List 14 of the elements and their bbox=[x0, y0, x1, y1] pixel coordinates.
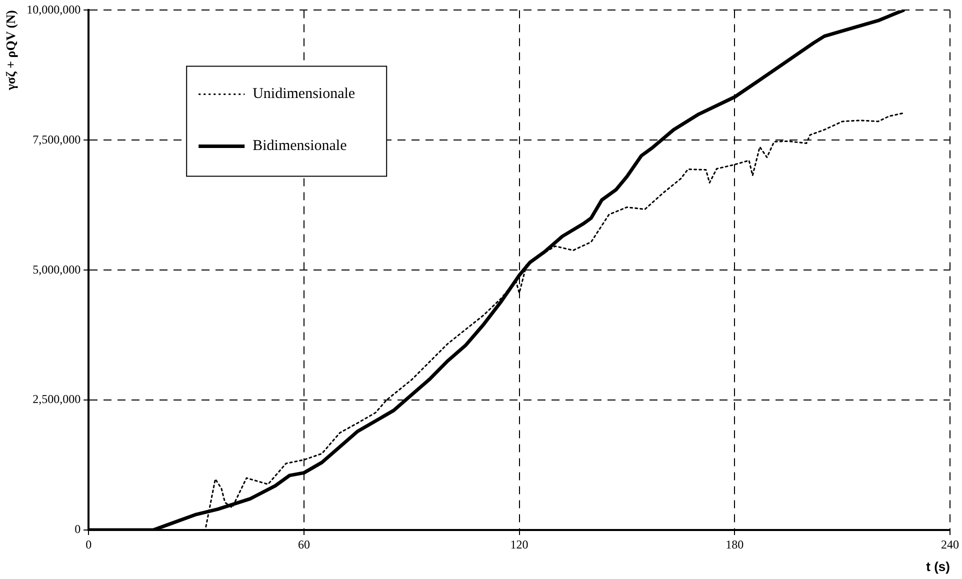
legend-label: Unidimensionale bbox=[252, 86, 356, 102]
y-tick-label: 0 bbox=[74, 522, 81, 536]
y-axis-title: γσζ + ρQV (N) bbox=[3, 10, 18, 92]
y-tick-label: 10,000,000 bbox=[26, 2, 81, 16]
x-tick-label: 240 bbox=[941, 537, 959, 552]
y-tick-label: 2,500,000 bbox=[32, 392, 81, 406]
x-tick-label: 0 bbox=[86, 537, 92, 552]
x-tick-label: 120 bbox=[510, 537, 528, 552]
x-tick-label: 60 bbox=[298, 537, 310, 552]
y-tick-label: 5,000,000 bbox=[32, 262, 81, 276]
x-tick-label: 180 bbox=[726, 537, 744, 552]
legend-label: Bidimensionale bbox=[252, 138, 348, 154]
y-tick-label: 7,500,000 bbox=[32, 132, 81, 146]
x-axis-title: t (s) bbox=[926, 558, 950, 574]
